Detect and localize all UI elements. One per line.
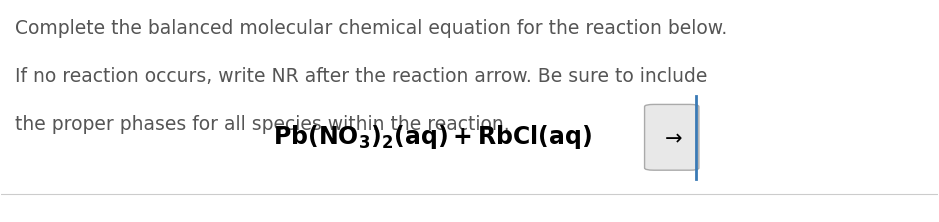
Text: $\rightarrow$: $\rightarrow$ [660,127,683,147]
Text: the proper phases for all species within the reaction.: the proper phases for all species within… [15,115,510,134]
Text: Complete the balanced molecular chemical equation for the reaction below.: Complete the balanced molecular chemical… [15,19,728,38]
Text: If no reaction occurs, write NR after the reaction arrow. Be sure to include: If no reaction occurs, write NR after th… [15,67,708,86]
Text: $\mathbf{Pb(NO_3)_2(aq) + RbCl(aq)}$: $\mathbf{Pb(NO_3)_2(aq) + RbCl(aq)}$ [272,123,592,151]
FancyBboxPatch shape [644,104,699,170]
